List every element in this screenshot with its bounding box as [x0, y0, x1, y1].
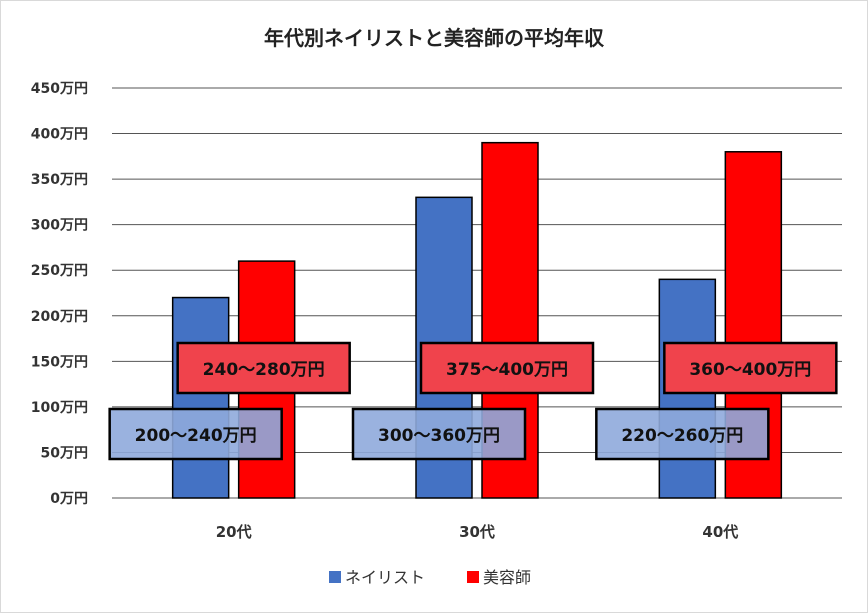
y-tick-label: 450万円: [31, 81, 88, 97]
range-label-text: 240～280万円: [203, 360, 325, 380]
y-tick-label: 300万円: [31, 218, 88, 234]
y-tick-label: 0万円: [50, 491, 88, 507]
y-tick-label: 400万円: [31, 127, 88, 143]
x-tick-label: 20代: [216, 523, 252, 541]
range-label-box: [108, 407, 283, 461]
x-tick-label: 30代: [459, 523, 495, 541]
chart-title: 年代別ネイリストと美容師の平均年収: [264, 26, 604, 50]
range-label-box: [176, 341, 351, 395]
legend-label: 美容師: [483, 568, 531, 587]
y-tick-label: 100万円: [31, 400, 88, 416]
y-tick-label: 150万円: [31, 354, 88, 370]
y-tick-label: 200万円: [31, 309, 88, 325]
legend-swatch: [329, 571, 341, 583]
range-label-box: [663, 341, 838, 395]
range-label-box: [595, 407, 770, 461]
bar-ネイリスト-20代: [171, 296, 230, 499]
legend-swatch: [467, 571, 479, 583]
range-label-box: [419, 341, 595, 395]
range-label-text: 360～400万円: [689, 360, 811, 380]
range-label-box: [351, 407, 527, 461]
y-tick-label: 350万円: [31, 172, 88, 188]
y-tick-label: 50万円: [41, 445, 88, 461]
range-label-text: 200～240万円: [135, 426, 257, 446]
range-label-text: 300～360万円: [378, 426, 500, 446]
legend-label: ネイリスト: [345, 568, 425, 587]
range-label-text: 220～260万円: [621, 426, 743, 446]
y-tick-label: 250万円: [31, 263, 88, 279]
range-label-text: 375～400万円: [446, 360, 568, 380]
x-tick-label: 40代: [702, 523, 738, 541]
